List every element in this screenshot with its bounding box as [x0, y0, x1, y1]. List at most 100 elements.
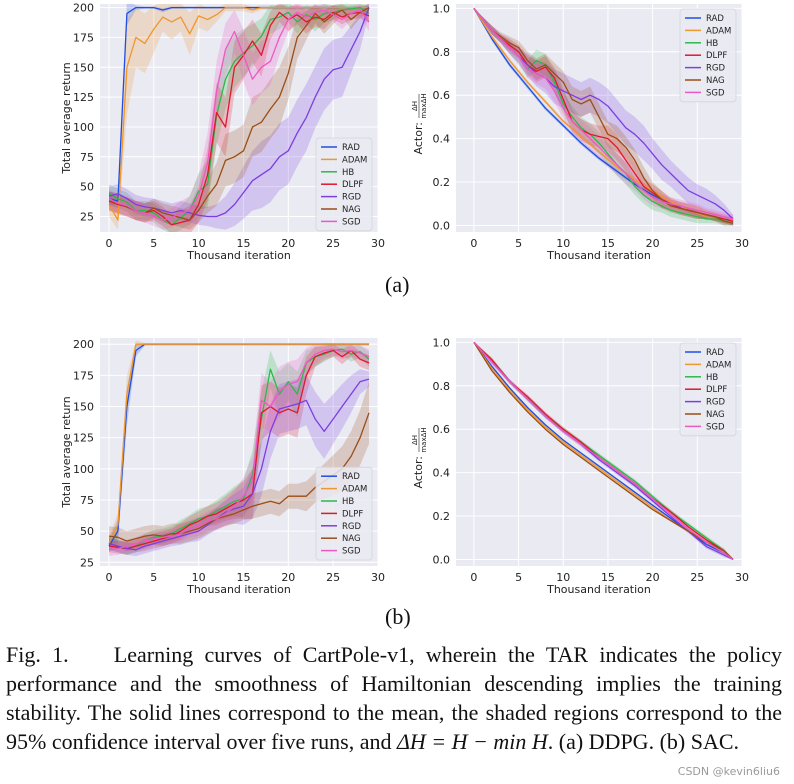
x-tick-label: 15 [236, 237, 250, 250]
y-tick-label: 200 [73, 2, 94, 15]
series-line-rgd [108, 378, 370, 551]
x-tick-label: 25 [326, 237, 340, 250]
x-tick-label: 5 [515, 571, 522, 584]
confidence-band-nag [109, 381, 369, 551]
x-tick-label: 10 [556, 571, 570, 584]
series-line-hb [108, 348, 370, 550]
legend-label-adam: ADAM [342, 155, 367, 165]
confidence-band-sgd [109, 343, 369, 556]
series-line-sgd [473, 341, 734, 561]
x-axis-label: Thousand iteration [546, 583, 651, 596]
x-tick-label: 20 [646, 571, 660, 584]
figure-caption: Fig. 1. Learning curves of CartPole-v1, … [6, 640, 782, 756]
x-tick-label: 0 [470, 571, 477, 584]
y-tick-label: 75 [80, 151, 94, 164]
legend-label-dlpf: DLPF [342, 509, 363, 519]
y-tick-label: 0.4 [433, 133, 451, 146]
series-group [473, 341, 734, 561]
legend: RAD ADAM HB DLPF RGD NAG SGD [315, 137, 373, 232]
legend-label-sgd: SGD [342, 217, 361, 227]
series-line-adam [108, 6, 369, 221]
panel-label-a: (a) [385, 272, 410, 297]
x-tick-label: 30 [735, 237, 749, 250]
confidence-band-adam [109, 4, 369, 230]
chart-b-actor: 0.0 0.2 0.4 0.6 0.8 1.0 0 5 10 15 20 25 30 Thousand i… [411, 336, 749, 596]
legend-label-nag: NAG [706, 76, 725, 86]
legend: RAD ADAM HB DLPF RGD NAG SGD [679, 8, 737, 103]
legend: RAD ADAM HB DLPF RGD NAG SGD [315, 466, 373, 561]
legend-label-hb: HB [342, 497, 354, 507]
y-tick-label: 25 [80, 210, 94, 223]
x-axis-label: Thousand iteration [186, 249, 291, 262]
y-tick-label: 50 [80, 525, 94, 538]
y-tick-label: 150 [73, 61, 94, 74]
panel-label-b: (b) [385, 604, 411, 629]
legend-label-dlpf: DLPF [706, 385, 727, 395]
series-line-dlpf [108, 11, 370, 226]
caption-text: Learning curves of CartPole-v1, wherein … [6, 642, 782, 754]
legend-box [315, 466, 373, 561]
legend-label-nag: NAG [342, 534, 361, 544]
chart-b-return: 25 50 75 100 125 150 175 200 0 5 10 15 20 25 30 Thousan… [60, 338, 385, 596]
x-tick-label: 10 [192, 571, 206, 584]
confidence-band-rgd [109, 369, 369, 556]
y-tick-label: 0.6 [433, 89, 451, 102]
y-tick-label: 175 [73, 31, 94, 44]
series-line-sgd [108, 348, 370, 551]
x-tick-label: 25 [690, 571, 704, 584]
legend-label-nag: NAG [342, 205, 361, 215]
legend-label-dlpf: DLPF [342, 180, 363, 190]
y-tick-label: 0.8 [433, 46, 451, 59]
y-axis-label-numerator: ΔH [411, 101, 419, 111]
y-axis-label-denominator: maxΔH [420, 93, 428, 118]
legend-label-rad: RAD [706, 348, 724, 358]
x-tick-label: 25 [690, 237, 704, 250]
confidence-band-rgd [109, 4, 369, 230]
series-line-nag [108, 7, 370, 221]
legend-label-adam: ADAM [706, 360, 731, 370]
y-axis-label: Actor: ΔH maxΔH [411, 427, 428, 488]
legend-label-rgd: RGD [342, 193, 361, 203]
legend-label-rgd: RGD [706, 64, 725, 74]
series-line-nag [473, 341, 734, 560]
y-tick-label: 50 [80, 181, 94, 194]
y-tick-label: 25 [80, 556, 94, 569]
series-line-hb [108, 6, 370, 226]
series-line-nag [473, 7, 734, 224]
legend-label-rad: RAD [342, 143, 360, 153]
y-axis-label-denominator: maxΔH [420, 427, 428, 452]
y-tick-label: 0.2 [433, 176, 451, 189]
y-axis-label: Total average return [60, 62, 73, 174]
legend-label-adam: ADAM [342, 485, 367, 495]
legend-label-hb: HB [706, 373, 718, 383]
x-tick-label: 0 [105, 571, 112, 584]
legend-box [315, 137, 373, 232]
chart-a-return: 25 50 75 100 125 150 175 200 0 5 10 15 20 25 30 Thousan… [60, 2, 385, 262]
legend-label-hb: HB [342, 168, 354, 178]
x-tick-label: 0 [105, 237, 112, 250]
y-tick-label: 0.2 [433, 510, 451, 523]
y-tick-label: 150 [73, 401, 94, 414]
legend-label-sgd: SGD [342, 547, 361, 557]
x-tick-label: 20 [281, 237, 295, 250]
y-tick-label: 125 [73, 91, 94, 104]
legend-label-rad: RAD [342, 472, 360, 482]
caption-suffix: . (a) DDPG. (b) SAC. [547, 729, 740, 754]
y-axis-label: Actor: ΔH maxΔH [411, 93, 428, 154]
confidence-band-hb [473, 8, 734, 226]
x-tick-label: 10 [192, 237, 206, 250]
series-group [108, 4, 370, 232]
series-line-sgd [473, 7, 734, 220]
caption-math: ΔH = H − min H [396, 729, 548, 754]
series-group [473, 7, 734, 226]
legend-label-dlpf: DLPF [706, 51, 727, 61]
y-tick-label: 100 [73, 121, 94, 134]
legend-label-rgd: RGD [706, 398, 725, 408]
confidence-band-dlpf [109, 344, 369, 555]
x-tick-label: 5 [150, 571, 157, 584]
x-tick-label: 5 [150, 237, 157, 250]
y-axis-label: Total average return [60, 396, 73, 508]
x-axis-label: Thousand iteration [546, 249, 651, 262]
x-tick-label: 15 [236, 571, 250, 584]
